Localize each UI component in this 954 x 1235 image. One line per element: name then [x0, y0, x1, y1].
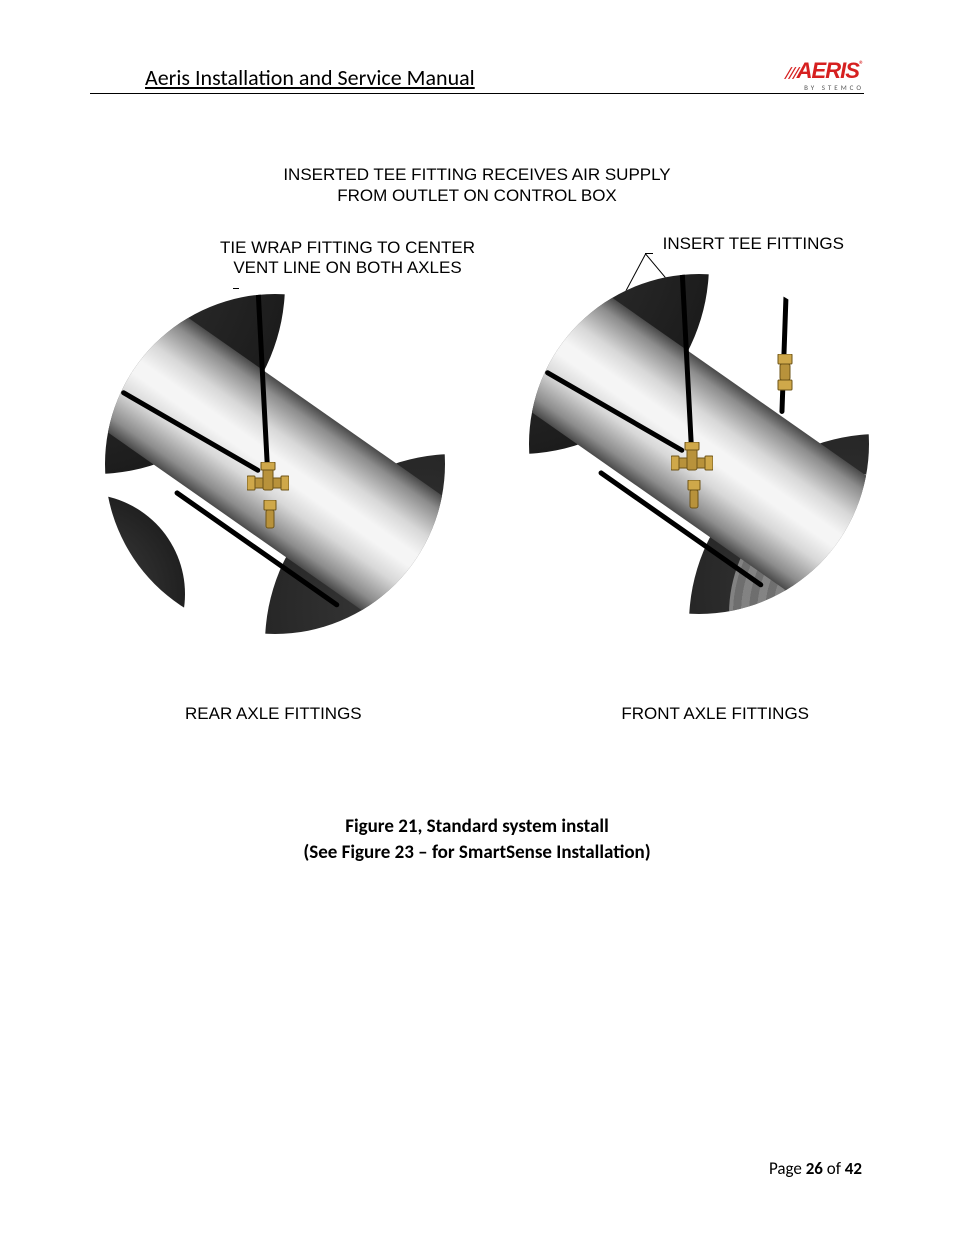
page-footer: Page 26 of 42	[769, 1158, 862, 1179]
rear-axle-caption: REAR AXLE FITTINGS	[185, 704, 362, 724]
logo-text: ///AERIS®	[785, 60, 864, 82]
front-axle-detail-view	[529, 274, 869, 614]
rear-axle-detail-view	[105, 294, 445, 634]
brand-logo: ///AERIS® BY STEMCO	[785, 60, 864, 91]
caption-line2: (See Figure 23 – for SmartSense Installa…	[90, 840, 864, 866]
tire-illustration	[105, 494, 185, 634]
air-line-illustration	[779, 274, 789, 414]
top-caption-line1: INSERTED TEE FITTING RECEIVES AIR SUPPLY	[283, 165, 670, 184]
document-title: Aeris Installation and Service Manual	[90, 64, 475, 91]
logo-subtext: BY STEMCO	[785, 84, 864, 91]
vent-fitting-icon	[685, 480, 703, 510]
straight-fitting-icon	[774, 354, 796, 392]
figure-diagram: INSERTED TEE FITTING RECEIVES AIR SUPPLY…	[90, 164, 864, 724]
footer-current-page: 26	[806, 1158, 823, 1179]
header: Aeris Installation and Service Manual //…	[90, 60, 864, 94]
vent-fitting-icon	[261, 500, 279, 530]
figure-top-caption: INSERTED TEE FITTING RECEIVES AIR SUPPLY…	[283, 164, 670, 207]
footer-mid: of	[823, 1158, 845, 1179]
caption-line1: Figure 21, Standard system install	[90, 814, 864, 840]
footer-prefix: Page	[769, 1158, 806, 1179]
tie-wrap-label: TIE WRAP FITTING TO CENTER VENT LINE ON …	[220, 238, 475, 279]
figure-caption: Figure 21, Standard system install (See …	[90, 814, 864, 865]
footer-total-pages: 42	[845, 1158, 862, 1179]
front-axle-caption: FRONT AXLE FITTINGS	[621, 704, 809, 724]
insert-tee-label: INSERT TEE FITTINGS	[663, 234, 844, 254]
tee-fitting-icon	[671, 442, 713, 484]
leader-line	[233, 288, 239, 289]
tee-fitting-icon	[247, 462, 289, 504]
left-label-line1: TIE WRAP FITTING TO CENTER	[220, 238, 475, 257]
left-label-line2: VENT LINE ON BOTH AXLES	[233, 258, 461, 277]
top-caption-line2: FROM OUTLET ON CONTROL BOX	[337, 186, 617, 205]
page: Aeris Installation and Service Manual //…	[0, 0, 954, 1235]
